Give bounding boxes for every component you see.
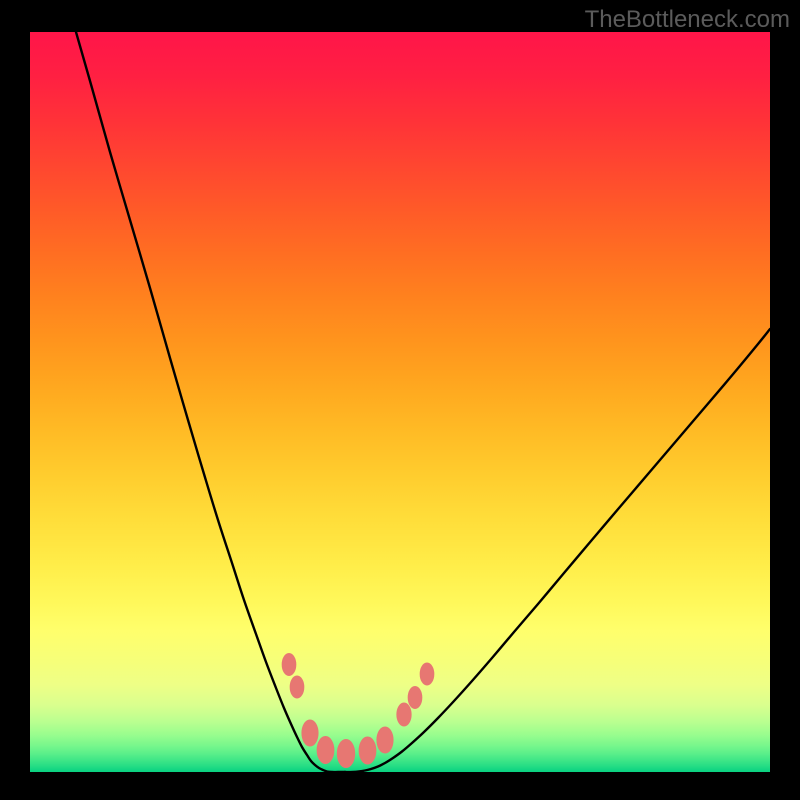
series-marker-4 xyxy=(337,740,354,768)
series-marker-2 xyxy=(302,720,318,746)
series-marker-7 xyxy=(397,703,411,726)
watermark-text: TheBottleneck.com xyxy=(585,6,790,34)
series-marker-8 xyxy=(408,687,422,709)
series-marker-5 xyxy=(359,737,376,764)
plot-gradient-background xyxy=(30,32,770,772)
bottleneck-chart xyxy=(0,0,800,800)
chart-stage: TheBottleneck.com xyxy=(0,0,800,800)
series-marker-3 xyxy=(317,737,334,764)
series-marker-6 xyxy=(377,727,393,753)
series-marker-1 xyxy=(290,676,304,698)
series-marker-9 xyxy=(420,663,434,685)
series-marker-0 xyxy=(282,654,296,676)
